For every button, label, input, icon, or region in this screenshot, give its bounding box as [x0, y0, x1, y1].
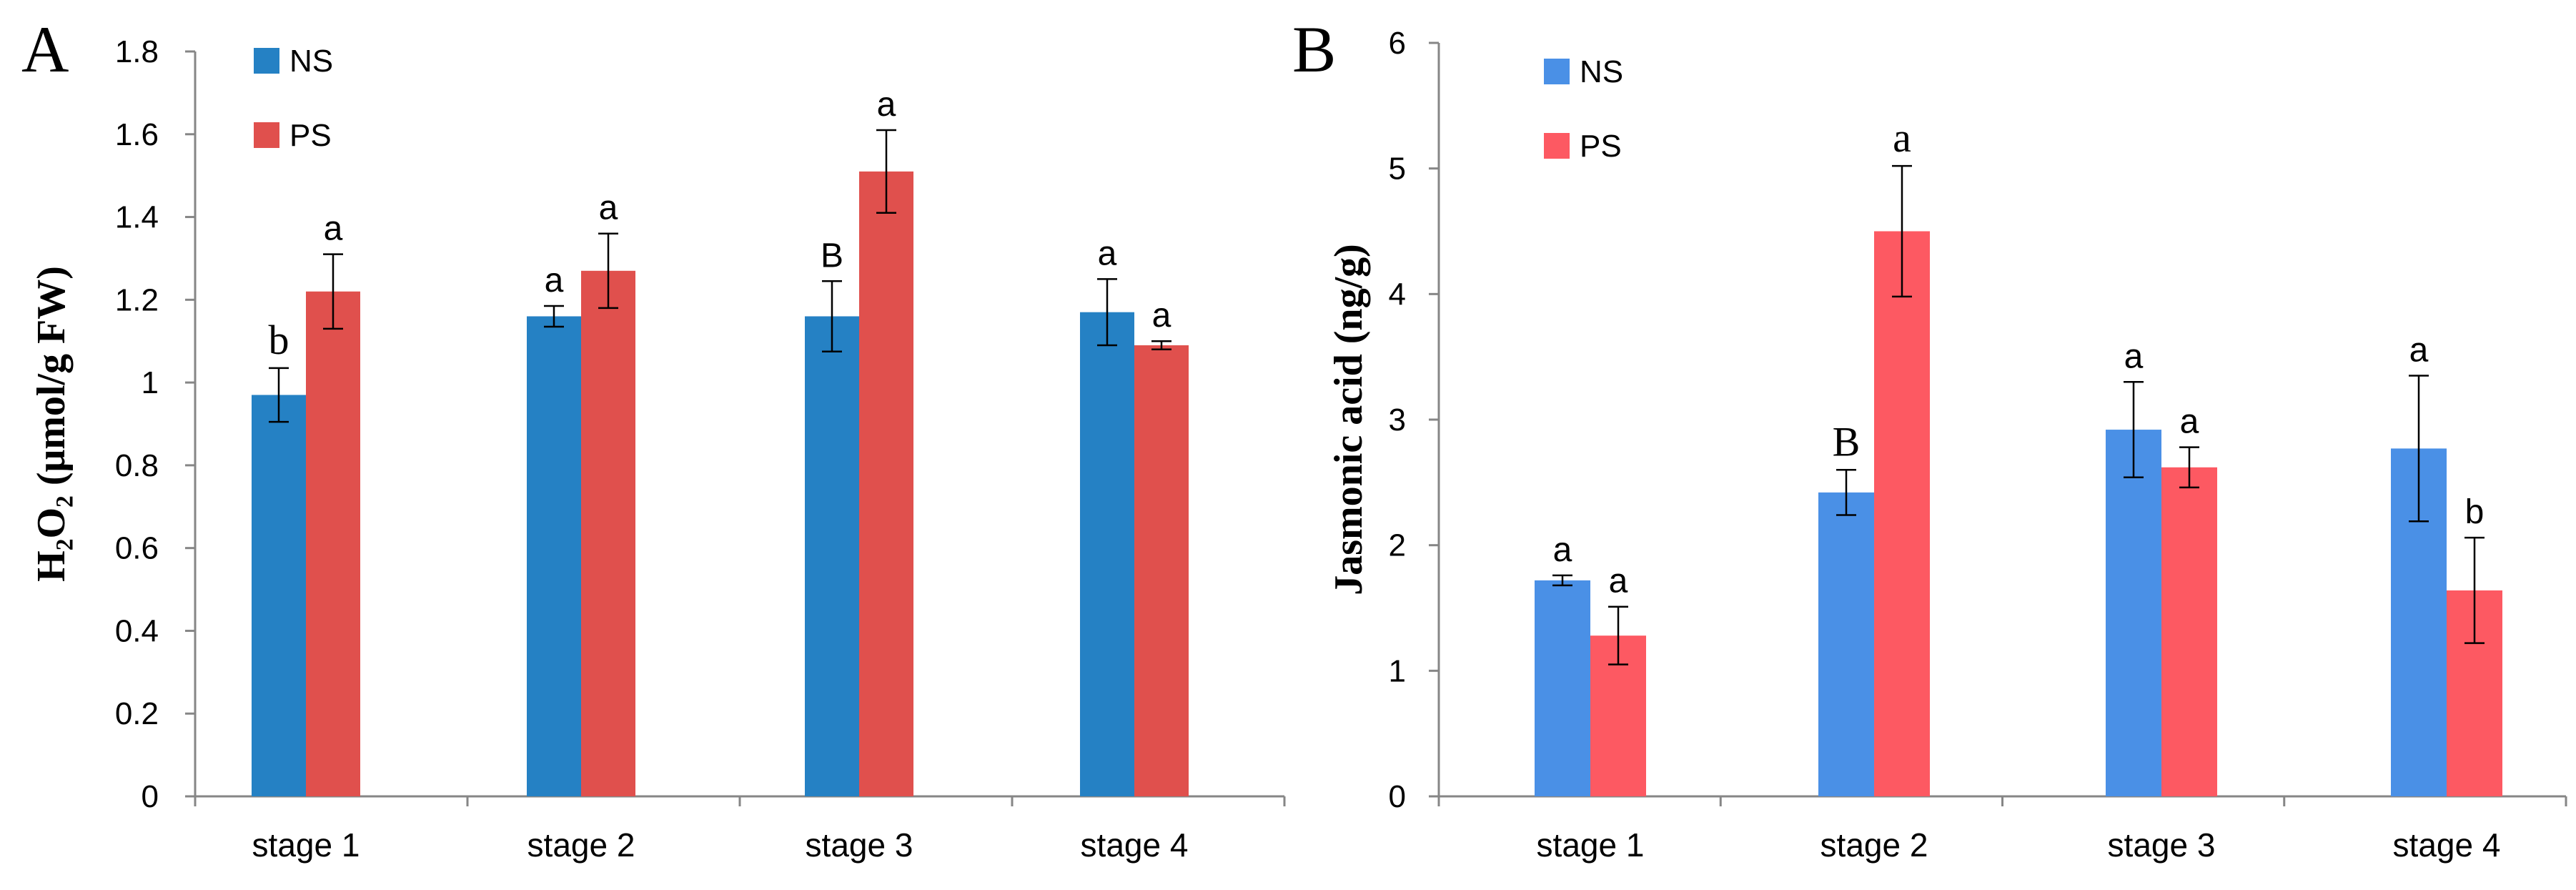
- significance-label: a: [2409, 332, 2429, 370]
- bar-ns: [1818, 492, 1874, 796]
- legend-swatch-ns: [1544, 59, 1570, 84]
- y-tick-label: 3: [1389, 402, 1406, 437]
- y-tick-label: 0.8: [115, 448, 159, 483]
- panel-letter: A: [21, 13, 69, 86]
- y-tick-label: 1.2: [115, 282, 159, 317]
- significance-label: a: [599, 189, 618, 227]
- x-tick-label: stage 3: [806, 826, 913, 864]
- significance-label: b: [269, 317, 289, 363]
- y-tick-label: 2: [1389, 528, 1406, 563]
- bar-ps: [2161, 467, 2217, 796]
- bar-ns: [2106, 430, 2161, 796]
- bar-ps: [859, 171, 913, 796]
- legend-label-ps: PS: [1580, 129, 1622, 164]
- x-tick-label: stage 1: [252, 826, 360, 864]
- y-tick-label: 1: [1389, 653, 1406, 688]
- bar-ps: [581, 270, 635, 796]
- y-tick-label: 1.4: [115, 200, 159, 235]
- significance-label: a: [1609, 563, 1628, 600]
- bar-ps: [1134, 345, 1189, 796]
- bar-ns: [1535, 580, 1590, 796]
- significance-label: a: [877, 86, 896, 124]
- y-tick-label: 1.8: [115, 34, 159, 69]
- significance-label: a: [2124, 337, 2144, 375]
- bar-ns: [252, 395, 306, 796]
- x-tick-label: stage 2: [527, 826, 635, 864]
- significance-label: a: [1098, 234, 1117, 272]
- legend-label-ps: PS: [289, 118, 332, 153]
- significance-label: a: [1893, 114, 1911, 161]
- legend-swatch-ps: [1544, 133, 1570, 159]
- significance-label: a: [1152, 297, 1171, 335]
- significance-label: a: [1553, 531, 1572, 569]
- bar-ns: [1080, 312, 1134, 796]
- significance-label: B: [1833, 418, 1861, 465]
- bar-ns: [805, 316, 859, 796]
- y-tick-label: 5: [1389, 152, 1406, 187]
- bar-ps: [306, 291, 360, 796]
- y-tick-label: 1: [142, 365, 159, 400]
- legend-label-ns: NS: [289, 44, 333, 79]
- y-tick-label: 6: [1389, 26, 1406, 61]
- y-tick-label: 0.6: [115, 531, 159, 566]
- x-tick-label: stage 4: [2393, 826, 2501, 864]
- significance-label: B: [821, 237, 843, 275]
- chart-panel-a: A H₂O₂ (μmol/g FW) 0 0.2 0.4 0.6 0.8 1 1.2 1.4 1.6…: [21, 13, 1286, 864]
- significance-label: a: [2180, 403, 2199, 441]
- y-tick-label: 0.2: [115, 696, 159, 731]
- legend-label-ns: NS: [1580, 54, 1623, 89]
- x-tick-label: stage 4: [1081, 826, 1189, 864]
- y-axis-label: Jasmonic acid (ng/g): [1327, 244, 1371, 595]
- y-tick-label: 0: [142, 779, 159, 814]
- panel-letter: B: [1292, 13, 1336, 86]
- significance-label: b: [2465, 493, 2485, 531]
- y-tick-label: 1.6: [115, 117, 159, 152]
- significance-label: a: [324, 210, 343, 248]
- y-tick-label: 4: [1389, 277, 1406, 312]
- bar-ns: [527, 316, 581, 796]
- bar-ps: [1874, 231, 1930, 796]
- y-tick-label: 0.4: [115, 613, 159, 648]
- x-tick-label: stage 2: [1820, 826, 1928, 864]
- x-tick-label: stage 1: [1537, 826, 1645, 864]
- significance-label: a: [545, 262, 564, 300]
- chart-panel-b: B Jasmonic acid (ng/g) 0 1 2 3 4 5 6 stage 1 stage…: [1292, 13, 2567, 864]
- x-tick-label: stage 3: [2108, 826, 2216, 864]
- legend-swatch-ns: [254, 48, 279, 74]
- y-tick-label: 0: [1389, 779, 1406, 814]
- y-axis-label: H₂O₂ (μmol/g FW): [29, 266, 74, 582]
- legend-swatch-ps: [254, 122, 279, 148]
